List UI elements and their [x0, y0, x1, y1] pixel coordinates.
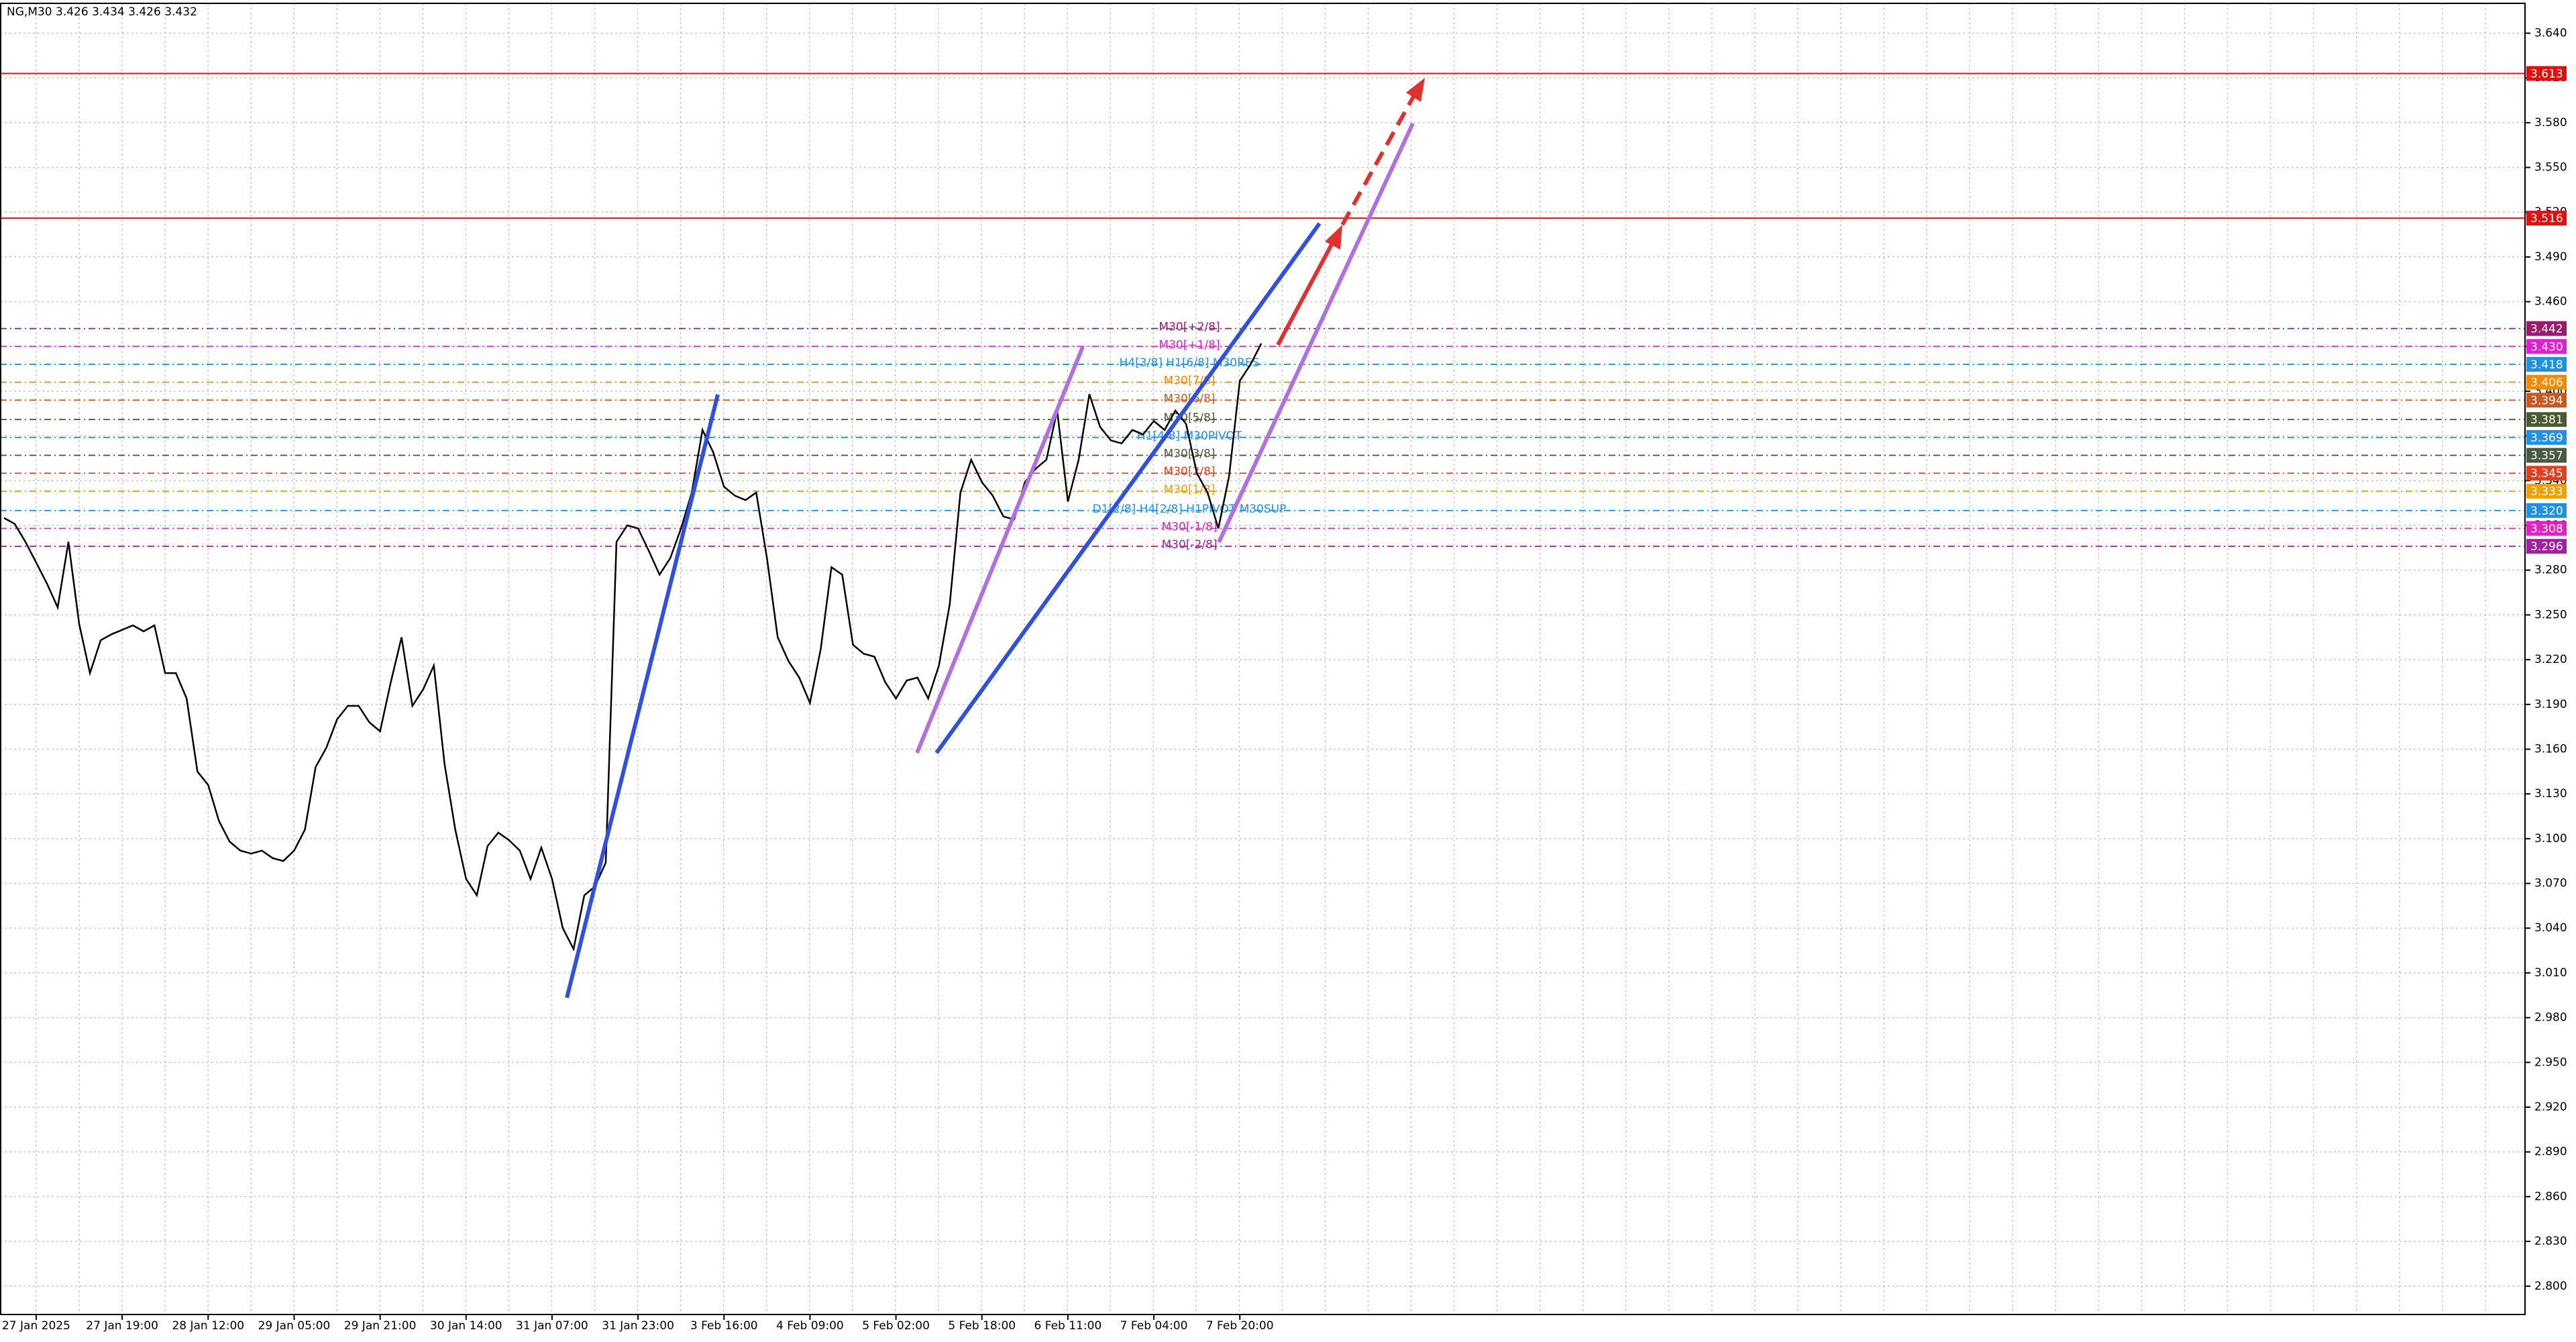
chart-title: NG,M30 3.426 3.434 3.426 3.432: [7, 5, 197, 19]
level-name: M30[6/8]: [1164, 392, 1216, 405]
level-name: M30[3/8]: [1164, 448, 1216, 461]
level-name: D1[2/8] H4[2/8] H1PIVOT M30SUP: [1093, 503, 1287, 516]
price-tag: [2526, 483, 2567, 499]
price-tag-label: 3.308: [2530, 522, 2563, 535]
x-tick-label: 5 Feb 18:00: [948, 1319, 1016, 1333]
level-name: M30[1/8]: [1164, 483, 1216, 497]
y-tick-label: 2.950: [2534, 1055, 2567, 1069]
y-tick-label: 2.890: [2534, 1145, 2567, 1159]
price-tag-label: 3.369: [2530, 431, 2563, 445]
y-tick-label: 3.100: [2534, 832, 2567, 845]
y-tick-label: 3.250: [2534, 608, 2567, 621]
price-tag: [2526, 66, 2567, 81]
x-tick-label: 28 Jan 12:00: [172, 1319, 244, 1333]
y-tick-label: 3.040: [2534, 921, 2567, 935]
x-tick-label: 29 Jan 21:00: [344, 1319, 417, 1333]
x-tick-label: 29 Jan 05:00: [258, 1319, 331, 1333]
price-tag: [2526, 503, 2567, 518]
x-tick-label: 31 Jan 23:00: [602, 1319, 674, 1333]
y-tick-label: 3.130: [2534, 787, 2567, 801]
x-tick-label: 30 Jan 14:00: [430, 1319, 502, 1333]
plot: [3, 343, 1263, 952]
price-tag-label: 3.430: [2530, 340, 2563, 354]
price-tag-label: 3.516: [2530, 212, 2563, 225]
x-tick-label: 27 Jan 19:00: [86, 1319, 158, 1333]
y-tick-label: 3.010: [2534, 966, 2567, 980]
price-tag-label: 3.418: [2530, 358, 2563, 372]
y-tick-label: 2.980: [2534, 1011, 2567, 1025]
arrow-head: [1406, 78, 1425, 102]
y-tick-label: 2.830: [2534, 1235, 2567, 1248]
price-tag-label: 3.394: [2530, 394, 2563, 407]
trend-line: [934, 222, 1322, 754]
y-tick-label: 3.580: [2534, 116, 2567, 130]
x-tick-label: 3 Feb 16:00: [690, 1319, 758, 1333]
level-name: M30[2/8]: [1164, 465, 1216, 478]
x-tick-label: 7 Feb 20:00: [1206, 1319, 1274, 1333]
level-name: H4[3/8] H1[6/8] M30RES: [1120, 356, 1260, 370]
price-tag-label: 3.406: [2530, 376, 2563, 390]
y-tick-label: 3.460: [2534, 295, 2567, 309]
y-tick-label: 3.550: [2534, 161, 2567, 174]
price-tag: [2526, 374, 2567, 390]
price-tag: [2526, 466, 2567, 481]
x-tick-label: 27 Jan 2025: [2, 1319, 70, 1333]
price-tag-label: 3.442: [2530, 323, 2563, 336]
price-tag-label: 3.381: [2530, 413, 2563, 427]
price-tag-label: 3.345: [2530, 467, 2563, 480]
price-tag-label: 3.296: [2530, 540, 2563, 554]
y-tick-label: 3.280: [2534, 564, 2567, 577]
y-tick-label: 3.220: [2534, 653, 2567, 666]
y-tick-label: 3.160: [2534, 742, 2567, 756]
y-tick-label: 3.070: [2534, 877, 2567, 890]
level-name: M30[+1/8]: [1159, 338, 1220, 352]
x-tick-label: 7 Feb 04:00: [1120, 1319, 1188, 1333]
price-tag: [2526, 211, 2567, 226]
x-tick-label: 4 Feb 09:00: [776, 1319, 844, 1333]
price-tag-label: 3.320: [2530, 505, 2563, 518]
price-tag: [2526, 539, 2567, 554]
trend-lines: [565, 78, 1425, 998]
price-tag: [2526, 339, 2567, 354]
price-tag: [2526, 393, 2567, 408]
level-name: M30[-2/8]: [1161, 538, 1217, 552]
y-tick-label: 3.640: [2534, 26, 2567, 40]
plot-frame: [0, 3, 2526, 1315]
price-tag: [2526, 521, 2567, 536]
y-tick-label: 2.860: [2534, 1190, 2567, 1203]
grid: [0, 3, 2525, 1314]
trend-line: [1217, 122, 1415, 544]
price-tag-label: 3.357: [2530, 450, 2563, 463]
x-tick-label: 5 Feb 02:00: [862, 1319, 930, 1333]
level-name: M30[+2/8]: [1159, 321, 1220, 334]
y-tick-label: 2.920: [2534, 1100, 2567, 1114]
arrow-head: [1325, 225, 1342, 250]
trend-line: [565, 394, 720, 998]
arrow: [1276, 237, 1337, 346]
y-tick-label: 3.190: [2534, 698, 2567, 711]
price-tag: [2526, 429, 2567, 445]
price-tag: [2526, 448, 2567, 463]
arrow: [1340, 89, 1419, 226]
price-line: [3, 343, 1263, 952]
x-tick-label: 31 Jan 07:00: [516, 1319, 588, 1333]
price-tag-label: 3.613: [2530, 67, 2563, 81]
trend-line: [915, 346, 1085, 754]
x-tick-label: 6 Feb 11:00: [1034, 1319, 1102, 1333]
level-name: M30[-1/8]: [1161, 520, 1217, 533]
y-tick-label: 3.490: [2534, 250, 2567, 264]
price-tag: [2526, 412, 2567, 427]
price-tag: [2526, 321, 2567, 336]
price-tag: [2526, 356, 2567, 372]
y-tick-label: 2.800: [2534, 1280, 2567, 1293]
price-tag-label: 3.333: [2530, 485, 2563, 499]
